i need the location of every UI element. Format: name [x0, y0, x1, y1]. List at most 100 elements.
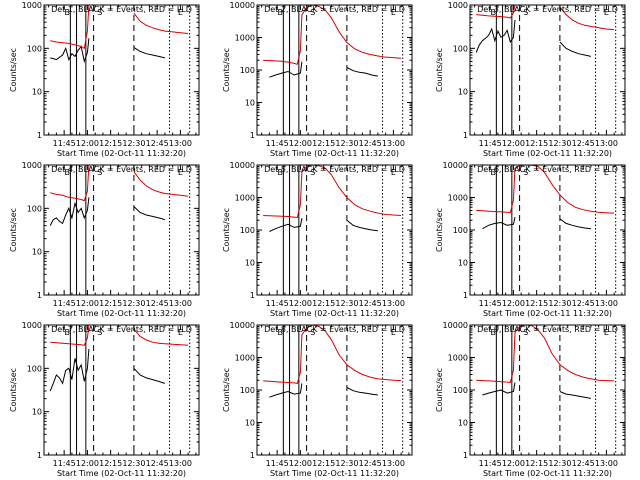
- plot-frame: [43, 164, 200, 296]
- x-tick-label: 11:45: [53, 139, 76, 148]
- y-tick-label: 10: [32, 248, 42, 257]
- x-tick-label: 12:00: [76, 459, 99, 468]
- events-series-1: [269, 218, 303, 232]
- events-series-2: [133, 367, 166, 384]
- b-label: B: [278, 168, 284, 177]
- x-tick-label: 12:45: [572, 459, 595, 468]
- lld-series-3: [476, 5, 516, 19]
- e-label: E: [178, 168, 183, 177]
- y-axis-label: Counts/sec: [9, 368, 18, 412]
- x-axis-label: Start Time (02-Oct-11 11:32:20): [270, 469, 399, 478]
- detector-panel-7: B S E 1 10 100 1000 11:45 12:00 12:15 12:30 12:45 13…: [9, 321, 200, 478]
- y-axis-label: Counts/sec: [9, 48, 18, 92]
- y-tick-label: 1: [250, 291, 255, 300]
- events-series-2: [133, 206, 166, 221]
- y-axis-label: Counts/sec: [435, 48, 444, 92]
- y-axis-label: Counts/sec: [222, 48, 231, 92]
- s-label: S: [523, 168, 528, 177]
- x-tick-label: 12:45: [359, 459, 382, 468]
- y-tick-label: 100: [27, 204, 42, 213]
- s-label: S: [310, 328, 315, 337]
- y-tick-label: 100: [453, 386, 468, 395]
- x-axis-label: Start Time (02-Oct-11 11:32:20): [483, 309, 612, 318]
- y-tick-label: 100: [27, 364, 42, 373]
- y-tick-label: 10: [32, 408, 42, 417]
- x-axis-label: Start Time (02-Oct-11 11:32:20): [57, 309, 186, 318]
- x-tick-label: 13:00: [595, 139, 618, 148]
- s-label: S: [97, 168, 102, 177]
- x-tick-label: 12:15: [525, 139, 548, 148]
- events-series-1: [49, 197, 90, 226]
- x-tick-label: 12:45: [359, 299, 382, 308]
- y-tick-label: 10000: [230, 161, 255, 170]
- events-series-2: [346, 386, 378, 396]
- events-series-2: [559, 41, 592, 57]
- detector-panel-4: B S E 1 10 100 1000 11:45 12:00 12:15 12:30 12:45 13…: [9, 161, 200, 318]
- lld-series-3: [263, 325, 402, 384]
- e-label: E: [178, 328, 183, 337]
- s-label: S: [97, 8, 102, 17]
- y-tick-label: 1000: [22, 1, 42, 10]
- x-tick-label: 13:00: [169, 459, 192, 468]
- events-series-2: [559, 218, 591, 230]
- y-tick-label: 1000: [235, 194, 255, 203]
- x-tick-label: 12:00: [502, 139, 525, 148]
- x-tick-label: 12:00: [289, 139, 312, 148]
- x-tick-label: 12:15: [525, 459, 548, 468]
- y-tick-label: 1: [37, 451, 42, 460]
- x-tick-label: 12:00: [502, 459, 525, 468]
- e-label: E: [391, 8, 396, 17]
- x-tick-label: 12:45: [146, 299, 169, 308]
- plot-frame: [256, 324, 413, 456]
- x-tick-label: 12:30: [335, 299, 358, 308]
- plot-frame: [256, 164, 413, 296]
- x-tick-label: 12:45: [146, 139, 169, 148]
- y-tick-label: 100: [240, 386, 255, 395]
- y-tick-label: 1: [463, 451, 468, 460]
- y-tick-label: 10: [32, 88, 42, 97]
- x-tick-label: 12:30: [548, 299, 571, 308]
- lld-series-4: [133, 171, 189, 197]
- events-series-2: [559, 391, 591, 399]
- s-label: S: [310, 8, 315, 17]
- y-axis-label: Counts/sec: [222, 368, 231, 412]
- b-label: B: [491, 168, 497, 177]
- x-tick-label: 13:00: [595, 299, 618, 308]
- x-tick-label: 12:45: [146, 459, 169, 468]
- y-tick-label: 10000: [230, 321, 255, 330]
- x-tick-label: 12:30: [335, 459, 358, 468]
- lld-series-4: [133, 12, 189, 34]
- x-tick-label: 12:15: [312, 459, 335, 468]
- y-tick-label: 100: [27, 44, 42, 53]
- b-label: B: [65, 328, 71, 337]
- x-tick-label: 12:30: [122, 459, 145, 468]
- b-label: B: [65, 8, 71, 17]
- x-tick-label: 11:45: [479, 299, 502, 308]
- x-tick-label: 13:00: [382, 459, 405, 468]
- x-axis-label: Start Time (02-Oct-11 11:32:20): [57, 469, 186, 478]
- x-axis-label: Start Time (02-Oct-11 11:32:20): [57, 149, 186, 158]
- events-series-1: [482, 216, 516, 230]
- x-tick-label: 12:45: [572, 139, 595, 148]
- e-label: E: [178, 8, 183, 17]
- x-axis-label: Start Time (02-Oct-11 11:32:20): [483, 469, 612, 478]
- events-series-1: [475, 19, 516, 53]
- y-tick-label: 10000: [443, 161, 468, 170]
- x-tick-label: 11:45: [53, 459, 76, 468]
- x-tick-label: 12:15: [99, 139, 122, 148]
- y-tick-label: 10000: [443, 321, 468, 330]
- y-tick-label: 100: [240, 226, 255, 235]
- y-tick-label: 1000: [448, 1, 468, 10]
- x-tick-label: 11:45: [266, 459, 289, 468]
- x-tick-label: 12:15: [99, 459, 122, 468]
- y-tick-label: 1000: [235, 354, 255, 363]
- x-axis-label: Start Time (02-Oct-11 11:32:20): [270, 309, 399, 318]
- x-tick-label: 12:30: [122, 139, 145, 148]
- x-tick-label: 12:00: [502, 299, 525, 308]
- b-label: B: [65, 168, 71, 177]
- plot-frame: [43, 4, 200, 136]
- plot-frame: [469, 4, 626, 136]
- y-tick-label: 1000: [235, 34, 255, 43]
- detector-panel-5: B S E 1 10 100 1000 10000 11:45 12:00 12:15 12:30 12…: [222, 161, 413, 318]
- plot-title: Det 9, BLACK = Events, RED = LLD: [477, 325, 618, 334]
